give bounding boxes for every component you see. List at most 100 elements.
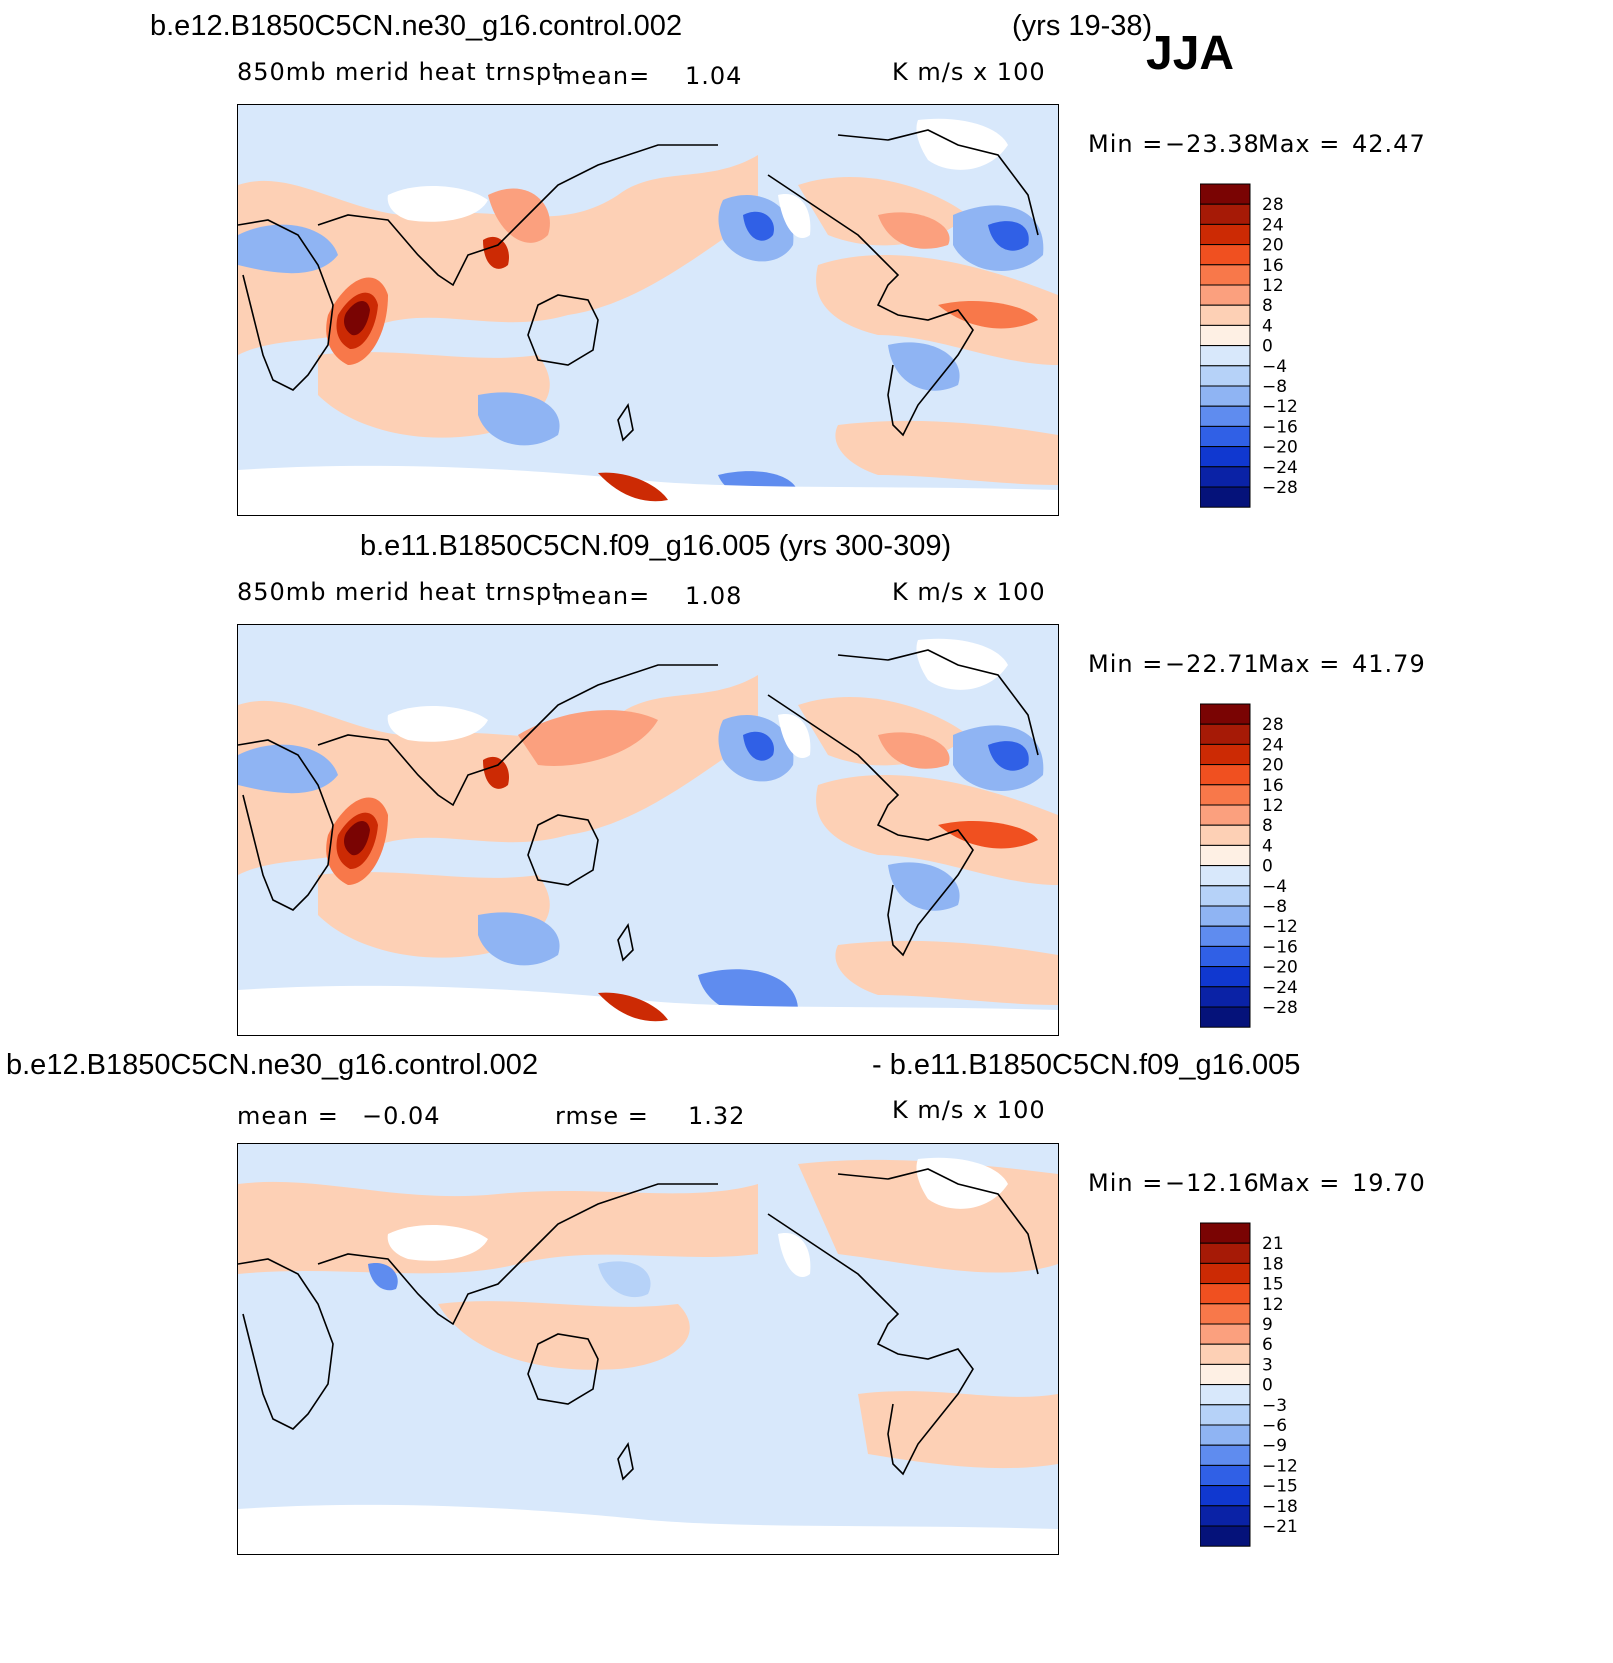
panel3-max-label: Max =: [1258, 1169, 1341, 1197]
africa-low: [238, 744, 338, 794]
colorbar-tick-label: −15: [1262, 1477, 1298, 1497]
panel3-max-value: 19.70: [1352, 1169, 1426, 1197]
colorbar-tick-label: −21: [1262, 1517, 1298, 1537]
colorbar-tick-label: −3: [1262, 1396, 1287, 1416]
colorbar-swatch: [1199, 966, 1251, 988]
somali-jet-core: [344, 300, 370, 336]
colorbar-tick-label: 12: [1262, 1295, 1284, 1315]
colorbar-tick-label: 15: [1262, 1275, 1284, 1295]
colorbar-swatch: [1199, 1404, 1251, 1426]
masked-tibet: [387, 1224, 488, 1261]
colorbar-swatch: [1199, 304, 1251, 326]
south-america-low: [888, 862, 960, 911]
panel2-mean-value: 1.08: [685, 582, 743, 610]
colorbar-tick-label: 28: [1262, 195, 1284, 215]
antarctic-low: [698, 969, 798, 1017]
panel1-variable-label: 850mb merid heat trnspt: [237, 58, 563, 86]
colorbar-tick-label: −16: [1262, 417, 1298, 437]
colorbar-tick-label: 24: [1262, 215, 1284, 235]
colorbar-tick-label: 20: [1262, 236, 1284, 256]
colorbar-swatch: [1199, 405, 1251, 427]
colorbar-tick-label: 3: [1262, 1355, 1273, 1375]
panel2-max-label: Max =: [1258, 650, 1341, 678]
antarctic-warm: [598, 992, 668, 1022]
somali-jet-core: [344, 820, 370, 856]
colorbar-tick-label: −12: [1262, 1456, 1298, 1476]
panel1-mean-label: mean=: [557, 62, 651, 90]
coastlines: [238, 129, 1039, 442]
colorbar-swatch: [1199, 723, 1251, 745]
panel2-colorbar: 28 24 20 16 12 8 4 0 −4 −8 −12 −16 −20 −24 −28: [1199, 702, 1340, 1033]
colorbar-tick-label: 6: [1262, 1335, 1273, 1355]
masked-tibet: [387, 705, 488, 742]
colorbar-swatch: [1199, 223, 1251, 246]
season-label: JJA: [1146, 27, 1235, 80]
colorbar-swatch: [1199, 284, 1251, 306]
warm-band: [816, 255, 1058, 365]
panel2-map: [237, 624, 1059, 1036]
colorbar-swatch: [1199, 1303, 1251, 1325]
colorbar-tick-label: −12: [1262, 917, 1298, 937]
panel3-min-label: Min =: [1088, 1169, 1164, 1197]
antarctic-warm: [598, 472, 668, 502]
colorbar-swatch: [1199, 264, 1251, 286]
colorbar-swatch: [1199, 466, 1251, 488]
diff-warm: [858, 1391, 1058, 1469]
colorbar-swatch: [1199, 1323, 1251, 1345]
colorbar-swatch: [1199, 1444, 1251, 1466]
colorbar-swatch: [1199, 865, 1251, 887]
panel1-max-label: Max =: [1258, 130, 1341, 158]
panel2-variable-label: 850mb merid heat trnspt: [237, 578, 563, 606]
colorbar-swatch: [1199, 1424, 1251, 1446]
warm-core: [878, 212, 950, 249]
panel3-mean-label: mean =: [237, 1102, 339, 1130]
panel2-map-svg: [238, 625, 1058, 1035]
colorbar-swatch: [1199, 1242, 1251, 1264]
masked-greenland: [916, 1157, 1008, 1209]
colorbar-swatch: [1199, 824, 1251, 846]
panel1-case-title: b.e12.B1850C5CN.ne30_g16.control.002: [150, 10, 683, 42]
colorbar-swatch: [1199, 1343, 1251, 1365]
panel2-min-value: −22.71: [1165, 650, 1260, 678]
coastlines: [238, 1168, 1039, 1481]
colorbar-swatch: [1199, 703, 1251, 725]
colorbar-tick-label: 16: [1262, 256, 1284, 276]
colorbar-swatch: [1199, 986, 1251, 1008]
colorbar-tick-label: −6: [1262, 1416, 1287, 1436]
colorbar-swatch: [1199, 1525, 1251, 1547]
colorbar-swatch: [1199, 446, 1251, 468]
colorbar-tick-label: 12: [1262, 276, 1284, 296]
colorbar-swatch: [1199, 764, 1251, 786]
diff-cool: [368, 1263, 398, 1291]
colorbar-swatch: [1199, 1006, 1251, 1028]
panel1-map: [237, 104, 1059, 516]
panel3-colorbar: 21 18 15 12 9 6 3 0 −3 −6 −9 −12 −15 −18 −21: [1199, 1221, 1340, 1552]
colorbar-swatch: [1199, 1363, 1251, 1386]
masked-rockies: [778, 194, 811, 239]
colorbar-swatch: [1199, 925, 1251, 947]
colorbar-tick-label: 9: [1262, 1315, 1273, 1335]
east-asia-core: [483, 236, 509, 269]
colorbar-swatch: [1199, 1262, 1251, 1285]
panel1-units: K m/s x 100: [892, 58, 1046, 86]
colorbar-tick-label: −8: [1262, 377, 1287, 397]
colorbar-swatch: [1199, 885, 1251, 907]
colorbar-swatch: [1199, 1505, 1251, 1527]
warm-band: [835, 940, 1058, 1005]
panel1-max-value: 42.47: [1352, 130, 1426, 158]
colorbar-tick-label: −16: [1262, 937, 1298, 957]
warm-core: [488, 188, 550, 243]
colorbar-swatch: [1199, 425, 1251, 448]
ne-pacific-core: [743, 211, 774, 241]
colorbar-swatch: [1199, 945, 1251, 968]
colorbar-tick-label: 8: [1262, 816, 1273, 836]
colorbar-swatch: [1199, 905, 1251, 927]
colorbar-swatch: [1199, 1384, 1251, 1406]
panel2-min-label: Min =: [1088, 650, 1164, 678]
masked-rockies: [778, 1233, 811, 1278]
panel1-min-label: Min =: [1088, 130, 1164, 158]
colorbar-swatch: [1199, 1485, 1251, 1507]
colorbar-swatch: [1199, 183, 1251, 205]
